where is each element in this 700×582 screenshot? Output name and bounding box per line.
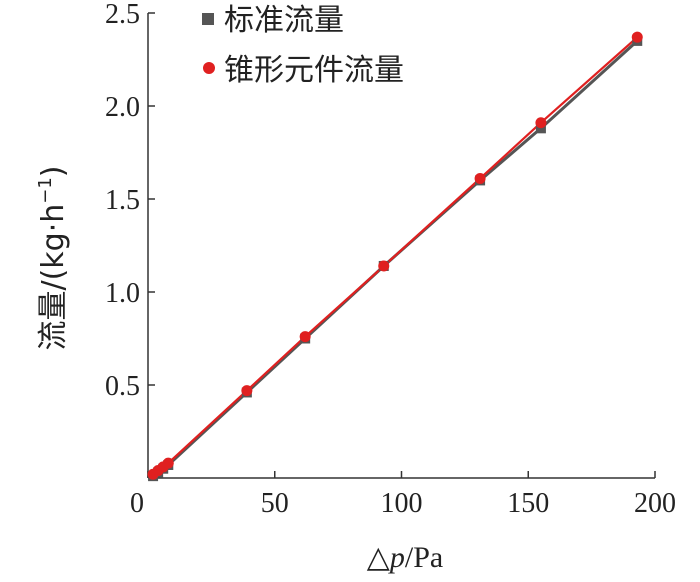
x-axis-unit: /Pa xyxy=(405,541,443,574)
y-tick-label: 1.5 xyxy=(105,185,140,216)
x-tick-label: 50 xyxy=(261,488,289,519)
x-tick-label: 200 xyxy=(634,488,676,519)
y-axis-text: 流量/(kg·h xyxy=(36,204,71,351)
y-tick-label: 1.0 xyxy=(105,278,140,309)
tick-labels: 0 50 100 150 200 0.5 1.0 1.5 2.0 2.5 xyxy=(105,0,676,519)
data-point-cone xyxy=(162,457,174,469)
y-axis-label: 流量/(kg·h−1) xyxy=(35,165,71,350)
axes xyxy=(147,12,656,479)
x-tick-label: 0 xyxy=(130,488,144,519)
y-axis-sup: −1 xyxy=(35,177,56,204)
data-point-cone xyxy=(474,173,486,185)
y-tick-label: 0.5 xyxy=(105,371,140,402)
x-axis-variable: p xyxy=(388,541,405,574)
legend: 标准流量 锥形元件流量 xyxy=(202,3,404,88)
x-tick-label: 100 xyxy=(381,488,423,519)
y-tick-label: 2.0 xyxy=(105,92,140,123)
x-tick-label: 150 xyxy=(507,488,549,519)
y-tick-label: 2.5 xyxy=(105,0,140,30)
legend-label-cone: 锥形元件流量 xyxy=(224,53,404,88)
data-point-cone xyxy=(535,117,547,129)
data-point-cone xyxy=(378,260,390,272)
data-points xyxy=(147,31,643,482)
series-lines xyxy=(152,36,639,478)
x-axis-label: △p/Pa xyxy=(367,540,443,575)
x-axis-symbol: △ xyxy=(367,540,390,575)
data-point-cone xyxy=(631,31,643,43)
data-point-cone xyxy=(241,385,253,397)
data-point-cone xyxy=(299,331,311,343)
y-axis-close: ) xyxy=(36,165,71,177)
series-line-2 xyxy=(152,36,639,476)
data-point-standard xyxy=(535,123,546,134)
legend-marker-standard xyxy=(202,13,214,25)
legend-marker-cone xyxy=(203,62,215,74)
legend-label-standard: 标准流量 xyxy=(224,3,344,38)
